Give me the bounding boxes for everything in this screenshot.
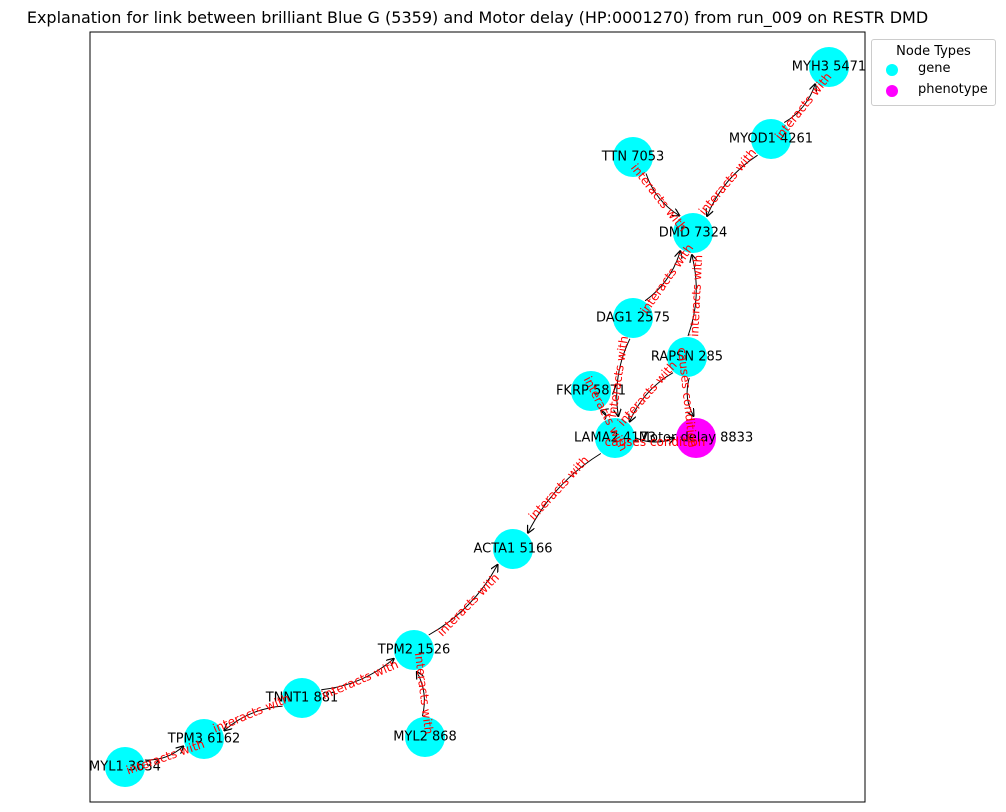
node-label: FKRP 5871 [556,384,626,399]
node-dmd [673,213,713,253]
edge-label: interacts with [696,146,759,218]
edge-label: interacts with [687,254,705,337]
node-label: LAMA2 4173 [574,431,656,446]
gene-marker-icon [886,64,898,76]
edges-layer [144,84,815,761]
edge-tnnt1-tpm2 [321,659,394,691]
edge-myod1-myh3 [783,84,815,124]
edge-label: interacts with [526,453,592,523]
edge-rapsn-motor [687,377,694,416]
edge-label: interacts with [434,571,501,639]
phenotype-marker-icon [886,85,898,97]
edge-rapsn-lama2 [630,372,674,422]
node-label: ACTA1 5166 [473,542,552,557]
node-label: MYOD1 4261 [729,132,813,147]
node-myl2 [405,717,445,757]
edge-rapsn-dmd [687,255,696,337]
node-myl1 [105,747,145,787]
legend-label: phenotype [918,82,988,97]
legend: Node Types gene phenotype [871,39,996,106]
node-tpm2 [394,630,434,670]
node-fkrp [571,371,611,411]
edge-lama2-motor [635,438,674,442]
plot-frame [89,31,866,803]
edge-label: interacts with [319,657,400,702]
edge-dag1-lama2 [617,338,631,416]
node-label: TPM3 6162 [167,732,240,747]
edge-myl2-tpm2 [417,672,425,717]
node-label: MYH3 5471 [792,60,866,75]
edge-label: interacts with [638,241,697,316]
node-ttn [613,137,653,177]
node-label: MYL2 868 [393,730,457,745]
edge-label: causes condition [605,435,706,449]
node-myh3 [809,47,849,87]
edge-tnnt1-tpm3 [224,705,283,730]
node-rapsn [667,337,707,377]
edge-lama2-acta1 [528,453,602,533]
node-dag1 [613,298,653,338]
node-label: TTN 7053 [601,150,665,165]
legend-title: Node Types [896,44,971,59]
legend-label: gene [918,61,951,76]
node-label: Motor delay 8833 [639,431,753,446]
node-acta1 [493,529,533,569]
edge-ttn-dmd [645,173,679,216]
edge-label: interacts with [628,161,690,234]
node-tpm3 [184,719,224,759]
node-label: MYL1 3634 [89,760,161,775]
node-label: DAG1 2575 [596,311,670,326]
edge-dag1-dmd [644,251,680,302]
legend-item-phenotype: phenotype [872,81,995,101]
legend-item-gene: gene [872,60,995,80]
figure-title: Explanation for link between brilliant B… [26,8,929,27]
node-myod1 [751,119,791,159]
nodes-layer [105,47,849,787]
node-label: RAPSN 285 [651,350,723,365]
node-label: TPM2 1526 [377,643,450,658]
node-motor [676,418,716,458]
edge-lama2-fkrp [601,411,606,420]
edge-label: interacts with [211,691,292,736]
node-tnnt1 [282,678,322,718]
edge-myl1-tpm3 [144,746,184,761]
node-label: DMD 7324 [659,226,727,241]
node-labels-layer: MYH3 5471 MYOD1 4261 TTN 7053 DMD 7324 DAG1 … [89,60,866,775]
node-lama2 [595,418,635,458]
node-label: TNNT1 881 [265,691,339,706]
edge-tpm2-acta1 [428,565,498,636]
edge-myod1-dmd [707,154,758,216]
